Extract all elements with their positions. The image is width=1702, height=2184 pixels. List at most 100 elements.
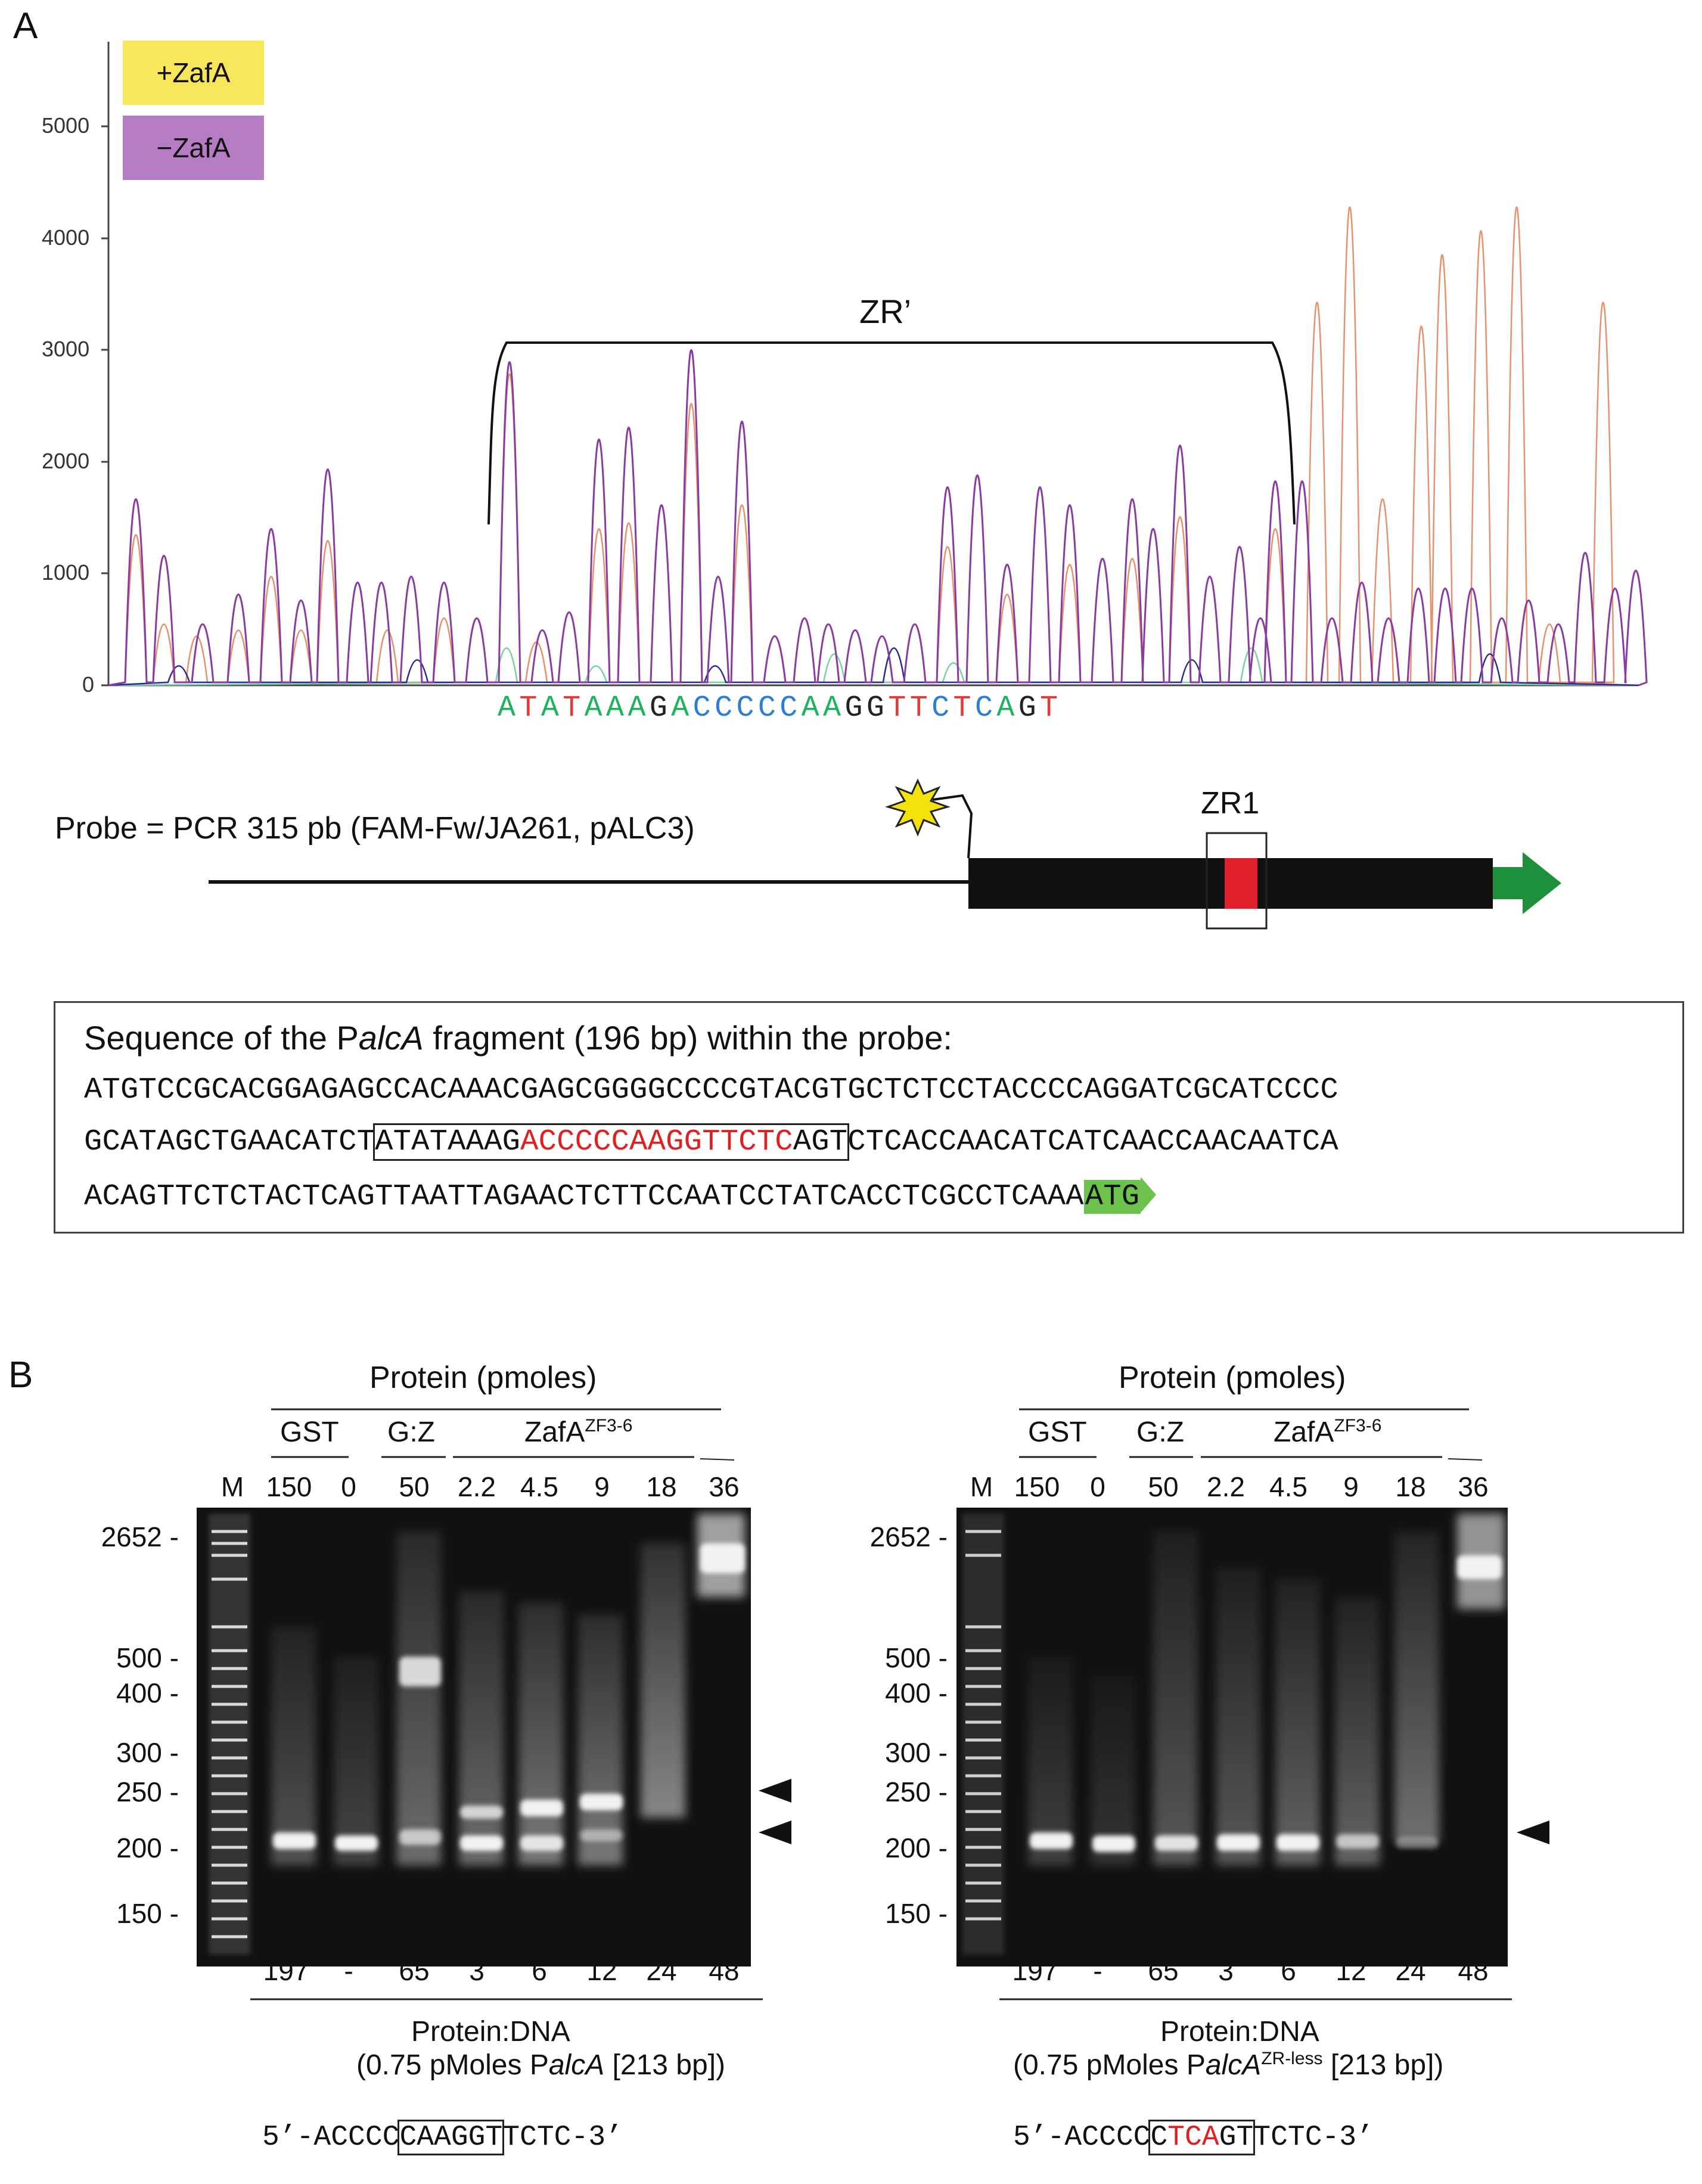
base-call: A <box>498 691 520 725</box>
base-call: T <box>563 691 585 725</box>
lane-bottom: - <box>344 1955 353 1986</box>
lane-top: 9 <box>594 1471 610 1502</box>
atg-arrow-icon <box>1141 1177 1157 1213</box>
lane-top: 150 <box>1014 1471 1060 1502</box>
mw-marker: 2652 - <box>101 1521 179 1552</box>
base-call: C <box>974 691 997 725</box>
mw-marker: 250 - <box>116 1776 179 1807</box>
group-zafa: ZafAZF3-6 <box>1274 1416 1382 1448</box>
y-tick-3000: 3000 <box>42 337 90 361</box>
base-calls: ATATAAAGACCCCCAAGGTTCTCAGT <box>498 691 1062 725</box>
zr1-label: ZR1 <box>1201 786 1260 821</box>
lane-top: 50 <box>1148 1471 1179 1502</box>
ratio-line <box>250 1998 763 2000</box>
mw-marker: 200 - <box>116 1832 179 1863</box>
base-call: A <box>671 691 693 725</box>
lane-top: 9 <box>1343 1471 1359 1502</box>
base-call: G <box>844 691 866 725</box>
lane-bottom: 48 <box>1458 1955 1489 1986</box>
fam-star-icon <box>885 778 951 837</box>
lane-top: 0 <box>1090 1471 1105 1502</box>
group-gz: G:Z <box>387 1416 435 1448</box>
lane-m: M <box>220 1471 244 1502</box>
protein-header: Protein (pmoles) <box>369 1360 597 1395</box>
trace-line <box>108 206 1639 686</box>
y-tick-0: 0 <box>82 672 95 697</box>
lane-bottom: 12 <box>1335 1955 1366 1986</box>
mw-marker: 300 - <box>885 1737 948 1768</box>
lane-top: 4.5 <box>1269 1471 1307 1502</box>
sequence-title: Sequence of the PalcA fragment (196 bp) … <box>84 1019 952 1057</box>
base-call: A <box>584 691 607 725</box>
base-call: A <box>541 691 563 725</box>
lane-top: 18 <box>1395 1471 1426 1502</box>
lane-bottom: 6 <box>1281 1955 1296 1986</box>
ratio-label: Protein:DNA <box>1160 2016 1319 2048</box>
y-tick-4000: 4000 <box>42 225 90 250</box>
trace-line <box>108 647 1639 686</box>
lane-bottom: 24 <box>646 1955 677 1986</box>
probe-label: Probe = PCR 315 pb (FAM-Fw/JA261, pALC3) <box>55 811 695 846</box>
base-call: A <box>996 691 1018 725</box>
arrowhead-icon <box>759 1820 791 1844</box>
lane-bottom: 65 <box>399 1955 430 1986</box>
group-gst: GST <box>280 1416 339 1448</box>
base-call: G <box>1018 691 1041 725</box>
base-call: T <box>888 691 910 725</box>
band-arrows-left <box>759 1779 791 1844</box>
trace-line <box>108 349 1648 686</box>
lane-top: 18 <box>646 1471 677 1502</box>
base-call: G <box>649 691 672 725</box>
zr-bracket <box>487 341 1296 525</box>
sequence-box: Sequence of the PalcA fragment (196 bp) … <box>54 1001 1684 1234</box>
ratio-sub: (0.75 pMoles PalcAZR-less [213 bp]) <box>1013 2049 1444 2081</box>
lane-top: 0 <box>341 1471 356 1502</box>
lane-bottom: 12 <box>586 1955 617 1986</box>
mw-marker: 500 - <box>885 1642 948 1673</box>
panel-b-letter: B <box>8 1354 33 1396</box>
ratio-line <box>999 1998 1512 2000</box>
mw-marker: 400 - <box>116 1677 179 1708</box>
y-tick-2000: 2000 <box>42 449 90 473</box>
protein-header: Protein (pmoles) <box>1119 1360 1346 1395</box>
gel-image-right <box>956 1508 1508 1966</box>
probe-diagram <box>209 778 1561 930</box>
base-call: T <box>519 691 541 725</box>
lane-bottom: 6 <box>532 1955 547 1986</box>
legend-plus-zafa: +ZafA <box>123 41 264 105</box>
lane-top: 4.5 <box>520 1471 558 1502</box>
lane-bottom: 24 <box>1395 1955 1426 1986</box>
lane-top: 36 <box>1458 1471 1489 1502</box>
lane-bottom: 65 <box>1148 1955 1179 1986</box>
lane-bottom: 197 <box>263 1955 309 1986</box>
lane-top: 2.2 <box>1207 1471 1245 1502</box>
band-arrow-right <box>1517 1820 1549 1844</box>
legend-minus-zafa: −ZafA <box>123 116 264 180</box>
ratio-label: Protein:DNA <box>411 2016 570 2048</box>
base-call: T <box>909 691 932 725</box>
chromatogram <box>101 42 1648 686</box>
lane-bottom: 48 <box>709 1955 740 1986</box>
zr-prime-label: ZR’ <box>859 293 912 330</box>
gel-image-left <box>197 1508 751 1966</box>
group-gst: GST <box>1028 1416 1087 1448</box>
sequence-line-3: ACAGTTCTCTACTCAGTTAATTAGAACTCTTCCAATCCTA… <box>84 1177 1157 1214</box>
group-zafa: ZafAZF3-6 <box>524 1416 633 1448</box>
mw-marker: 250 - <box>885 1776 948 1807</box>
y-tick-5000: 5000 <box>42 113 90 138</box>
arrowhead-icon <box>1517 1820 1549 1844</box>
gel-right-sequence: 5’-ACCCCCTCAGTTCTC-3’ <box>1013 2120 1374 2155</box>
base-call: C <box>931 691 954 725</box>
mw-marker: 2652 - <box>869 1521 948 1552</box>
mw-marker: 400 - <box>885 1677 948 1708</box>
base-call: C <box>715 691 737 725</box>
mw-marker: 150 - <box>885 1898 948 1929</box>
sequence-line-1: ATGTCCGCACGGAGAGCCACAAACGAGCGGGGCCCCGTAC… <box>84 1073 1338 1107</box>
panel-a-letter: A <box>13 5 38 46</box>
lane-top: 36 <box>709 1471 740 1502</box>
arrowhead-icon <box>759 1779 791 1803</box>
group-gz: G:Z <box>1136 1416 1184 1448</box>
base-call: C <box>736 691 758 725</box>
lane-top: 2.2 <box>458 1471 496 1502</box>
sequence-line-2: GCATAGCTGAACATCTATATAAAGACCCCCAAGGTTCTCA… <box>84 1123 1338 1161</box>
